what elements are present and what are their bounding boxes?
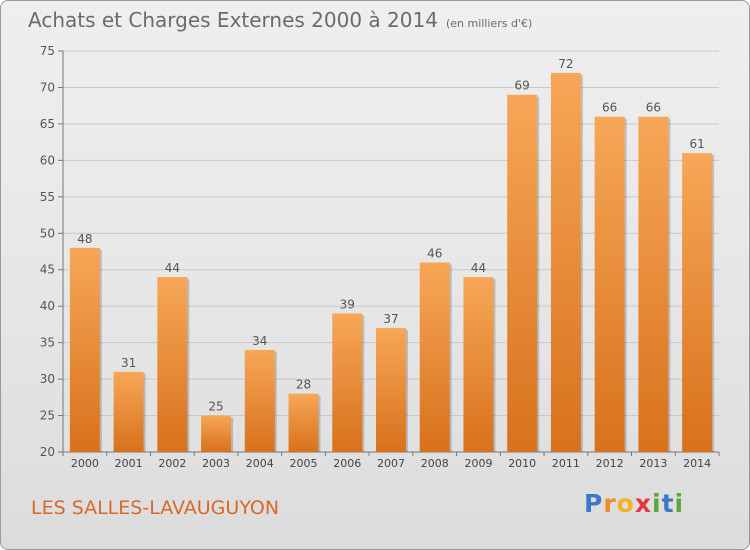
x-tick-label: 2000 bbox=[71, 457, 99, 470]
data-label: 66 bbox=[602, 101, 617, 115]
x-tick-label: 2012 bbox=[596, 457, 624, 470]
data-label: 46 bbox=[427, 246, 442, 260]
data-label: 37 bbox=[383, 312, 398, 326]
data-label: 69 bbox=[515, 79, 530, 93]
y-tick-label: 55 bbox=[40, 190, 55, 204]
data-label: 44 bbox=[165, 261, 180, 275]
y-tick-label: 25 bbox=[40, 409, 55, 423]
chart-title-text: Achats et Charges Externes 2000 à 2014 bbox=[28, 8, 438, 32]
bar-2004 bbox=[244, 349, 275, 452]
place-name: LES SALLES-LAVAUGUYON bbox=[31, 497, 280, 519]
x-tick-label: 2005 bbox=[290, 457, 318, 470]
x-tick-label: 2009 bbox=[464, 457, 492, 470]
data-label: 48 bbox=[77, 232, 92, 246]
x-tick-label: 2003 bbox=[202, 457, 230, 470]
bar-2001 bbox=[113, 371, 144, 452]
bar-2013 bbox=[638, 116, 669, 453]
x-tick-label: 2002 bbox=[158, 457, 186, 470]
x-tick-label: 2006 bbox=[333, 457, 361, 470]
y-tick-label: 40 bbox=[40, 299, 55, 313]
data-label: 72 bbox=[558, 57, 573, 71]
bar-2009 bbox=[463, 277, 494, 452]
bar-2006 bbox=[332, 313, 363, 452]
y-tick-label: 65 bbox=[40, 117, 55, 131]
bar-2011 bbox=[550, 72, 581, 452]
data-label: 31 bbox=[121, 356, 136, 370]
data-label: 39 bbox=[340, 297, 355, 311]
x-tick-label: 2001 bbox=[115, 457, 143, 470]
data-labels: 48 31 44 25 34 28 39 37 46 44 69 72 66 66 61 bbox=[77, 57, 705, 414]
data-label: 25 bbox=[208, 400, 223, 414]
y-tick-label: 35 bbox=[40, 336, 55, 350]
data-label: 28 bbox=[296, 378, 311, 392]
proxiti-logo: Proxiti bbox=[584, 489, 685, 518]
x-tick-label: 2008 bbox=[421, 457, 449, 470]
bar-2003 bbox=[201, 415, 232, 452]
x-tick-label: 2013 bbox=[639, 457, 667, 470]
chart-subtitle: (en milliers d'€) bbox=[445, 17, 533, 30]
data-label: 66 bbox=[646, 101, 661, 115]
data-label: 34 bbox=[252, 334, 267, 348]
y-tick-label: 70 bbox=[40, 80, 55, 94]
x-tick-label: 2011 bbox=[552, 457, 580, 470]
bar-2000 bbox=[69, 247, 100, 452]
data-label: 44 bbox=[471, 261, 486, 275]
x-tick-label: 2010 bbox=[508, 457, 536, 470]
x-tick-label: 2007 bbox=[377, 457, 405, 470]
bar-2014 bbox=[682, 153, 713, 452]
bar-2005 bbox=[288, 393, 319, 452]
bar-2002 bbox=[157, 277, 188, 452]
y-tick-label: 60 bbox=[40, 153, 55, 167]
y-tick-label: 20 bbox=[40, 445, 55, 459]
x-tick-label: 2004 bbox=[246, 457, 274, 470]
y-tick-label: 50 bbox=[40, 226, 55, 240]
data-label: 61 bbox=[689, 137, 704, 151]
chart-title: Achats et Charges Externes 2000 à 2014 (e… bbox=[28, 8, 532, 32]
bar-2007 bbox=[376, 328, 406, 452]
y-tick-label: 75 bbox=[40, 44, 55, 58]
y-tick-label: 45 bbox=[40, 263, 55, 277]
bar-2008 bbox=[419, 262, 450, 452]
x-tick-label: 2014 bbox=[683, 457, 711, 470]
bar-2010 bbox=[507, 94, 538, 452]
y-tick-label: 30 bbox=[40, 372, 55, 386]
bars bbox=[69, 72, 715, 453]
bar-2012 bbox=[594, 116, 625, 453]
